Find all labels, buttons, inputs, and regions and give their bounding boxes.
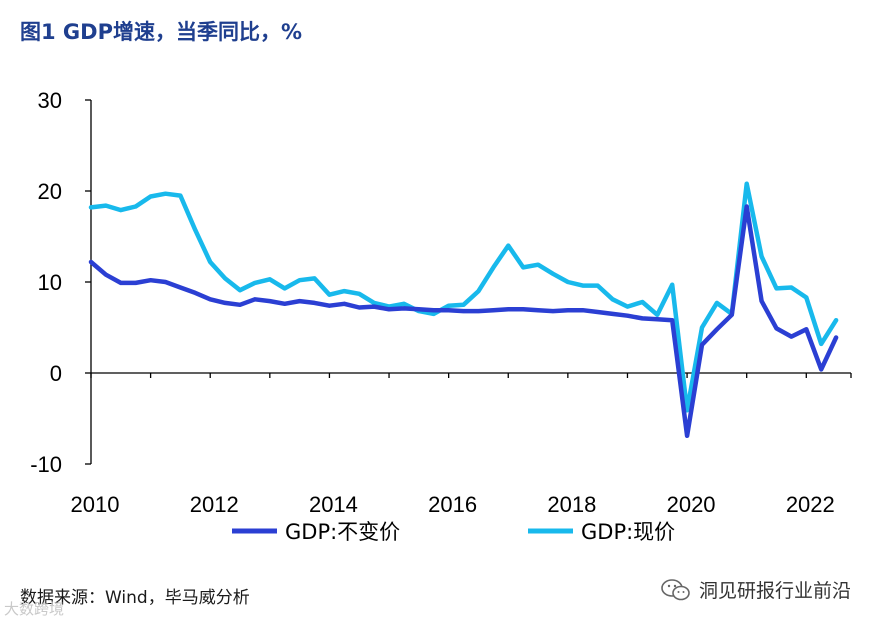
y-tick-label: -10 [30,452,62,477]
wechat-icon [661,578,690,600]
legend-label-nominal: GDP:现价 [581,520,675,544]
y-tick-label: 20 [38,179,62,204]
series-line-nominal [88,181,839,413]
watermark-left: 大数跨境 [4,600,65,618]
watermark-right-text: 洞见研报行业前沿 [698,580,851,602]
y-tick-label: 10 [38,270,62,295]
x-tick-label: 2014 [309,492,358,517]
x-tick-label: 2020 [667,492,716,517]
x-tick-label: 2016 [428,492,477,517]
chart-lines [88,181,839,439]
series-line-real [88,204,839,439]
x-tick-label: 2022 [786,492,835,517]
watermark-right: 洞见研报行业前沿 [661,576,851,603]
legend-label-real: GDP:不变价 [285,520,400,544]
y-tick-label: 30 [38,88,62,113]
x-tick-label: 2012 [190,492,239,517]
source-note: 数据来源：Wind，毕马威分析 [20,588,250,608]
x-tick-label: 2010 [71,492,120,517]
chart-legend: GDP:不变价 GDP:现价 [232,520,675,544]
y-tick-label: 0 [50,361,62,386]
x-tick-label: 2018 [547,492,596,517]
chart-title: 图1 GDP增速，当季同比，% [20,20,303,44]
